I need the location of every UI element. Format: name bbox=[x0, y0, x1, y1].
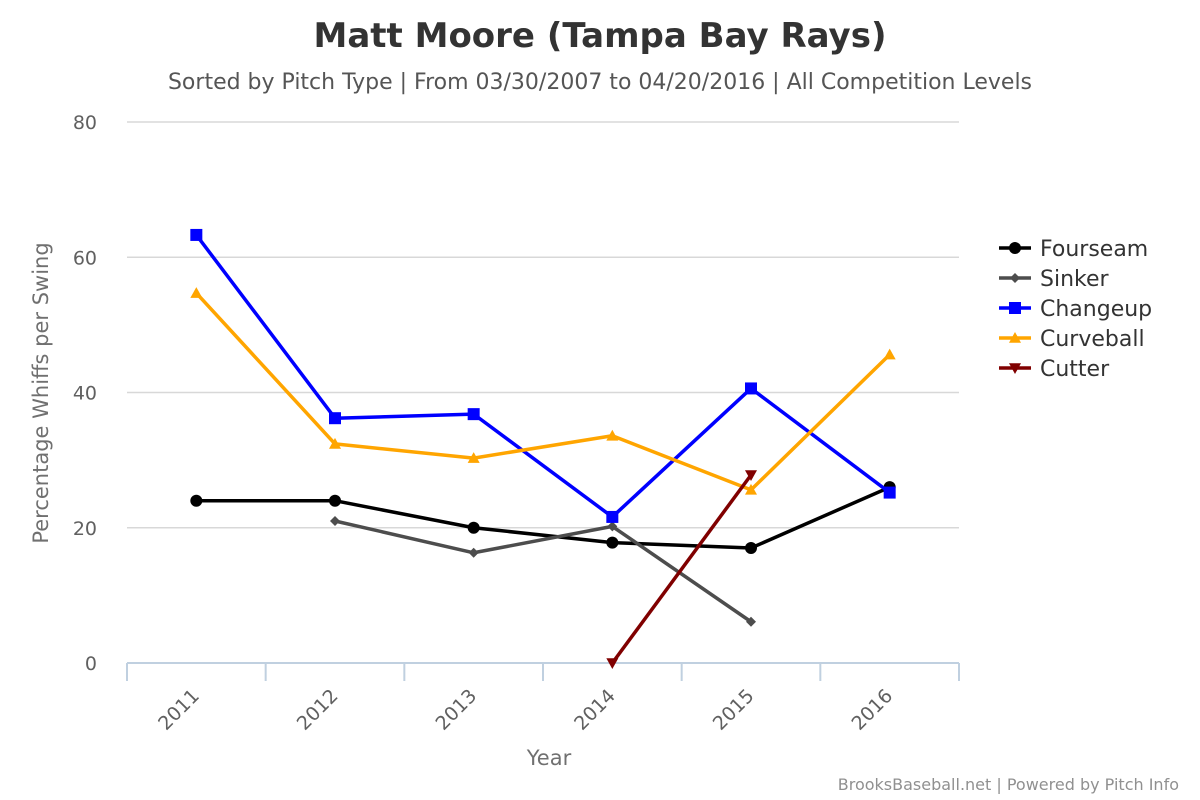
series-line-sinker bbox=[334, 519, 752, 624]
data-point-sinker[interactable] bbox=[607, 521, 618, 532]
series-sinker bbox=[330, 515, 756, 627]
legend-label: Changeup bbox=[1040, 297, 1152, 322]
data-point-changeup[interactable] bbox=[606, 510, 619, 523]
data-point-sinker[interactable] bbox=[746, 616, 756, 627]
credits-text[interactable]: BrooksBaseball.net | Powered by Pitch In… bbox=[838, 775, 1179, 794]
legend[interactable]: Fourseam Sinker Changeup Curveball Cutter bbox=[999, 237, 1152, 382]
data-point-changeup[interactable] bbox=[883, 486, 896, 499]
series-curveball bbox=[190, 287, 896, 495]
y-tick-label: 60 bbox=[73, 247, 97, 269]
data-point-changeup[interactable] bbox=[467, 408, 480, 421]
data-point-cutter[interactable] bbox=[606, 658, 619, 669]
y-axis-ticks: 0 20 40 60 80 bbox=[73, 112, 97, 675]
y-tick-label: 40 bbox=[73, 383, 97, 405]
x-tick-label: 2015 bbox=[709, 685, 759, 735]
legend-item-curveball[interactable]: Curveball bbox=[999, 327, 1145, 352]
legend-label: Sinker bbox=[1040, 267, 1110, 292]
data-point-curveball[interactable] bbox=[190, 287, 203, 298]
series-line-fourseam bbox=[196, 485, 891, 550]
data-point-cutter[interactable] bbox=[745, 470, 757, 482]
data-point-changeup[interactable] bbox=[190, 228, 203, 241]
series-cutter bbox=[606, 470, 757, 669]
series-line-changeup bbox=[194, 233, 891, 519]
legend-marker[interactable] bbox=[1009, 332, 1021, 343]
x-tick-label: 2013 bbox=[431, 685, 481, 735]
y-tick-label: 0 bbox=[85, 653, 97, 675]
data-point-curveball[interactable] bbox=[606, 429, 619, 441]
legend-label: Curveball bbox=[1040, 327, 1145, 352]
gridlines bbox=[127, 121, 959, 529]
data-point-fourseam[interactable] bbox=[606, 536, 619, 549]
data-point-fourseam[interactable] bbox=[745, 542, 757, 555]
chart-title: Matt Moore (Tampa Bay Rays) bbox=[313, 16, 886, 56]
series-line-cutter bbox=[610, 473, 753, 665]
data-point-curveball[interactable] bbox=[745, 483, 757, 495]
legend-item-sinker[interactable]: Sinker bbox=[999, 267, 1110, 292]
legend-label: Cutter bbox=[1040, 357, 1110, 382]
x-tick-label: 2016 bbox=[847, 685, 897, 735]
data-point-curveball[interactable] bbox=[467, 452, 480, 463]
series-fourseam bbox=[190, 481, 896, 555]
y-tick-label: 20 bbox=[73, 518, 97, 540]
x-tick-label: 2014 bbox=[570, 685, 620, 735]
series-line-curveball bbox=[195, 291, 891, 492]
x-axis: 2011 2012 2013 2014 2015 2016 bbox=[126, 662, 960, 735]
data-point-sinker[interactable] bbox=[330, 515, 340, 526]
legend-marker[interactable] bbox=[1009, 242, 1021, 254]
x-tick-label: 2011 bbox=[154, 685, 204, 735]
legend-marker[interactable] bbox=[1009, 363, 1021, 374]
legend-item-cutter[interactable]: Cutter bbox=[999, 357, 1110, 382]
data-point-curveball[interactable] bbox=[883, 348, 896, 360]
legend-marker[interactable] bbox=[1009, 302, 1021, 314]
x-tick-label: 2012 bbox=[293, 685, 343, 735]
legend-item-changeup[interactable]: Changeup bbox=[999, 297, 1152, 322]
data-point-fourseam[interactable] bbox=[467, 521, 480, 534]
y-axis-title: Percentage Whiffs per Swing bbox=[29, 242, 53, 543]
data-point-changeup[interactable] bbox=[745, 382, 757, 395]
legend-item-fourseam[interactable]: Fourseam bbox=[999, 237, 1148, 262]
data-point-changeup[interactable] bbox=[329, 412, 341, 425]
data-point-curveball[interactable] bbox=[329, 437, 341, 449]
y-tick-label: 80 bbox=[73, 112, 97, 134]
series-group bbox=[190, 228, 896, 669]
data-point-fourseam[interactable] bbox=[190, 494, 203, 507]
legend-marker[interactable] bbox=[1010, 273, 1020, 283]
series-changeup bbox=[190, 228, 896, 523]
data-point-sinker[interactable] bbox=[468, 547, 479, 558]
x-axis-title: Year bbox=[526, 746, 572, 770]
chart-subtitle: Sorted by Pitch Type | From 03/30/2007 t… bbox=[168, 70, 1032, 95]
legend-label: Fourseam bbox=[1040, 237, 1148, 262]
data-point-fourseam[interactable] bbox=[329, 494, 341, 507]
